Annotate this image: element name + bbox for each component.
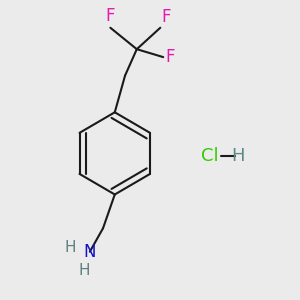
Text: F: F	[166, 48, 175, 66]
Text: F: F	[162, 8, 171, 26]
Text: N: N	[84, 243, 96, 261]
Text: H: H	[78, 263, 90, 278]
Text: F: F	[106, 8, 115, 26]
Text: H: H	[231, 147, 245, 165]
Text: Cl: Cl	[201, 147, 219, 165]
Text: H: H	[65, 240, 76, 255]
